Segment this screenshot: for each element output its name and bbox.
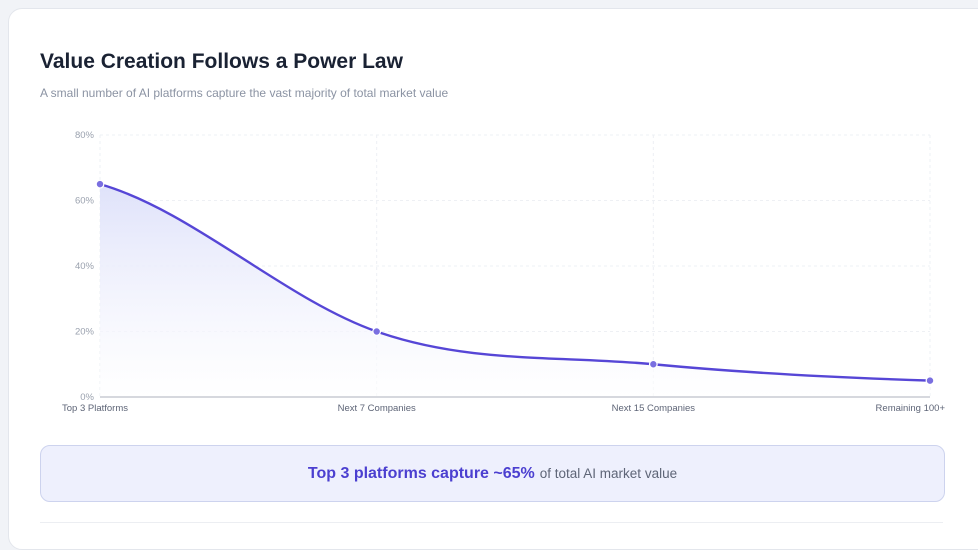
area-fill [100,184,930,397]
data-point [372,327,382,336]
y-tick-label: 60% [75,196,95,207]
y-tick-label: 20% [75,327,95,338]
data-point [95,179,105,189]
series-line [99,182,931,382]
y-tick-label: 80% [75,130,95,141]
y-tick-label: 40% [75,261,95,272]
callout-text: of total AI market value [539,466,678,481]
summary-callout: Top 3 platforms capture ~65% of total AI… [40,445,945,502]
divider [40,522,943,523]
page-subtitle: A small number of AI platforms capture t… [40,86,449,100]
data-point [648,359,658,369]
y-tick-label: 0% [80,392,94,403]
callout-highlight: Top 3 platforms capture ~65% [307,464,535,482]
data-point [925,376,935,386]
x-tick-label: Top 3 Platforms [62,403,128,414]
x-tick-label: Next 15 Companies [612,403,696,414]
x-tick-label: Next 7 Companies [338,403,416,414]
page-title: Value Creation Follows a Power Law [40,50,403,73]
power-law-chart: 0% 20% 40% 60% 80% Top 3 Platforms Next 7 Com… [62,130,946,414]
x-tick-label: Remaining 100+ [876,403,946,414]
